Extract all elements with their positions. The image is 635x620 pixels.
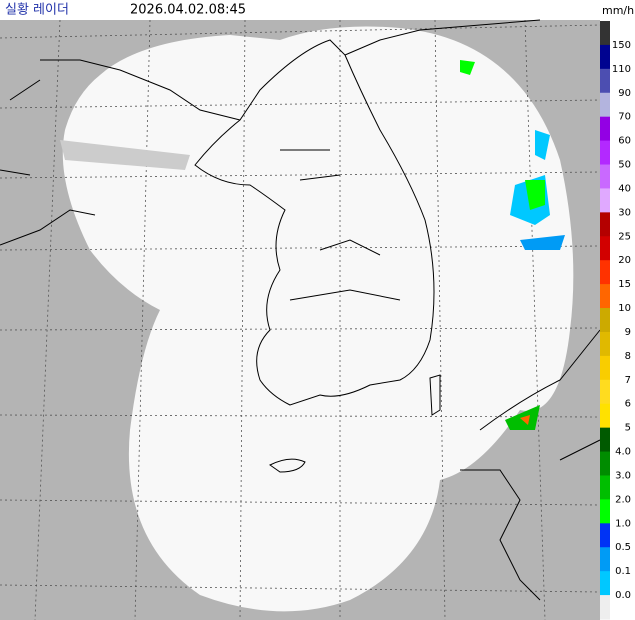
legend-swatch (600, 571, 610, 596)
unit: mm/h (602, 4, 634, 17)
legend-label: 20 (618, 255, 631, 266)
legend-swatch (600, 523, 610, 548)
legend-label: 8 (625, 351, 631, 362)
coastline (0, 19, 601, 601)
legend-label: 30 (618, 207, 631, 218)
legend-label: 2.0 (615, 494, 631, 505)
legend-label: 50 (618, 160, 631, 171)
grid (0, 19, 601, 620)
legend-label: 15 (618, 279, 631, 290)
legend-swatch (600, 284, 610, 309)
legend-swatch (600, 595, 610, 620)
radar-coverage (62, 26, 574, 612)
legend-label: 60 (618, 136, 631, 147)
legend-swatch (600, 92, 610, 118)
legend-swatch (600, 499, 610, 524)
legend-swatch (600, 547, 610, 572)
header-bar (0, 0, 635, 20)
legend-swatch (600, 308, 610, 333)
title: 실황 레이더 (5, 3, 69, 18)
legend-swatch (600, 116, 610, 142)
legend-label: 3.0 (615, 470, 631, 481)
legend-swatch (600, 331, 610, 357)
legend-swatch (600, 379, 610, 405)
legend-swatch (600, 140, 610, 166)
legend-label: 10 (618, 303, 631, 314)
legend-swatch (600, 403, 610, 429)
legend-label: 7 (625, 375, 631, 386)
legend-swatch (600, 44, 610, 70)
legend-swatch (600, 212, 610, 237)
legend-label: 90 (618, 88, 631, 99)
map (0, 19, 601, 620)
legend-label: 5 (625, 423, 631, 434)
legend-label: 0.5 (615, 542, 631, 553)
legend-label: 40 (618, 183, 631, 194)
legend-label: 4.0 (615, 447, 631, 458)
legend-label: 70 (618, 112, 631, 123)
legend-swatch (600, 236, 610, 261)
legend-swatch (600, 451, 610, 476)
legend-swatch (600, 164, 610, 189)
legend-swatch (600, 188, 610, 213)
legend-swatch (600, 427, 610, 453)
legend-label: 150 (612, 40, 631, 51)
legend-label: 1.0 (615, 518, 631, 529)
legend-swatch (600, 355, 610, 381)
legend: 150 110 90 70 60 50 40 30 25 20 15 10 9 8 7 6 5 4.0 3.0 2.0… (600, 21, 631, 620)
legend-label: 9 (625, 327, 631, 338)
datetime: 2026.04.02.08:45 (130, 3, 246, 18)
legend-swatch (600, 68, 610, 94)
legend-label: 0.0 (615, 590, 631, 601)
legend-swatch (600, 21, 610, 46)
legend-label: 0.1 (615, 566, 631, 577)
legend-label: 110 (612, 64, 631, 75)
legend-swatch (600, 260, 610, 285)
legend-swatch (600, 475, 610, 500)
echo-clusters (60, 60, 565, 430)
legend-label: 6 (625, 399, 631, 410)
legend-label: 25 (618, 231, 631, 242)
